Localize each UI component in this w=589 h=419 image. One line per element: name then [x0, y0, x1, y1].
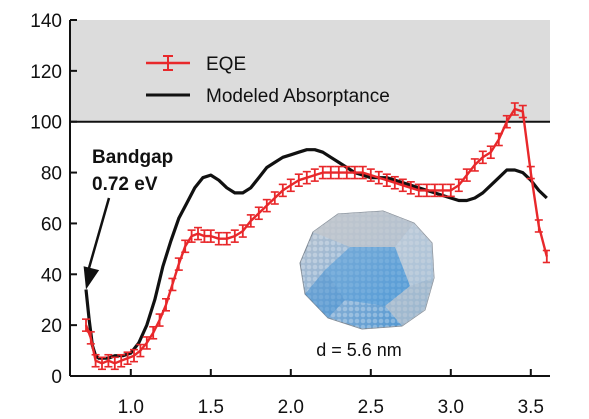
eqe-point [86, 331, 95, 345]
eqe-point [155, 313, 164, 327]
eqe-point [98, 356, 106, 371]
legend-label-eqe: EQE [206, 54, 246, 75]
shaded-region [70, 20, 550, 122]
x-tick-label: 2.0 [278, 397, 304, 418]
bandgap-annotation-line2: 0.72 eV [92, 174, 158, 195]
eqe-point [130, 348, 138, 363]
eqe-point [494, 132, 503, 147]
eqe-point [518, 104, 527, 119]
eqe-point [534, 219, 543, 233]
eqe-point [542, 249, 550, 264]
inset-caption: d = 5.6 nm [316, 340, 402, 360]
legend: EQE Modeled Absorptance [146, 54, 390, 107]
y-tick-label: 80 [41, 164, 62, 185]
eqe-point [438, 183, 447, 198]
eqe-point [358, 165, 367, 180]
eqe-point [262, 198, 271, 213]
series-line-modeled-absorptance [84, 148, 548, 360]
eqe-point [406, 181, 415, 195]
eqe-point [374, 170, 383, 185]
eqe-point [246, 214, 255, 228]
eqe-point [110, 356, 119, 371]
eqe-point [462, 168, 471, 182]
y-tick-label: 20 [41, 316, 62, 337]
eqe-point [446, 183, 455, 198]
bandgap-annotation-line1: Bandgap [92, 147, 173, 168]
eqe-point [91, 353, 100, 368]
y-tick-label: 100 [30, 113, 62, 134]
x-tick-label: 3.0 [438, 397, 464, 418]
eqe-point [390, 175, 399, 190]
eqe-point [123, 351, 132, 366]
eqe-point [310, 168, 319, 182]
eqe-point [238, 224, 247, 238]
eqe-point [342, 165, 351, 180]
eqe-point [510, 102, 519, 116]
eqe-point [318, 165, 327, 180]
eqe-point [350, 165, 359, 180]
y-tick-label: 0 [51, 367, 62, 388]
eqe-point [486, 145, 495, 160]
eqe-point [502, 114, 511, 129]
eqe-point [382, 173, 391, 187]
eqe-point [162, 297, 170, 312]
x-tick-label: 2.5 [358, 397, 384, 418]
eqe-point [398, 178, 407, 193]
eqe-point [422, 183, 431, 198]
eqe-point [181, 239, 190, 254]
eqe-point [270, 191, 279, 205]
eqe-point [478, 150, 487, 165]
eqe-point [526, 165, 535, 180]
nanocrystal-illustration [299, 210, 435, 330]
eqe-point [334, 165, 343, 180]
eqe-point [430, 183, 439, 198]
eqe-point [326, 165, 335, 180]
bandgap-arrow [83, 197, 111, 290]
legend-eqe-marker [146, 55, 190, 71]
eqe-point [187, 229, 196, 243]
eqe-point [168, 277, 177, 292]
eqe-point [136, 343, 145, 358]
eqe-point [278, 183, 287, 198]
eqe-point [230, 229, 239, 243]
x-tick-label: 3.5 [518, 397, 544, 418]
y-tick-label: 40 [41, 265, 62, 286]
eqe-point [294, 173, 303, 187]
x-tick-label: 1.5 [198, 397, 224, 418]
eqe-point [174, 257, 183, 271]
eqe-point [214, 231, 223, 246]
eqe-point [142, 336, 151, 350]
eqe-point [194, 226, 202, 241]
y-tick-label: 60 [41, 214, 62, 235]
legend-label-absorptance: Modeled Absorptance [206, 86, 390, 107]
eqe-point [286, 178, 295, 193]
x-tick-label: 1.0 [118, 397, 144, 418]
eqe-point [366, 168, 375, 182]
eqe-point [414, 183, 423, 198]
eqe-point [302, 170, 311, 185]
y-tick-label: 140 [30, 11, 62, 32]
eqe-point [104, 353, 113, 368]
y-tick-label: 120 [30, 62, 62, 83]
eqe-point [222, 231, 231, 246]
eqe-point [470, 158, 479, 172]
eqe-point [206, 229, 215, 243]
eqe-point [454, 178, 463, 193]
eqe-point [117, 353, 126, 368]
eqe-point [254, 206, 263, 221]
